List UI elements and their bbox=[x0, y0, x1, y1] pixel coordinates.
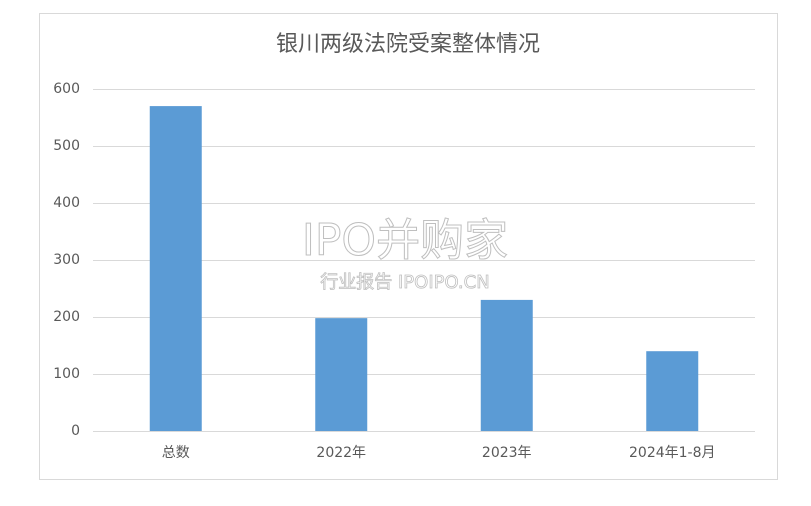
x-tick-label: 总数 bbox=[162, 445, 190, 461]
bar bbox=[149, 106, 202, 431]
x-tick-label: 2024年1-8月 bbox=[629, 445, 716, 461]
bar bbox=[646, 351, 699, 431]
watermark-brand: IPO并购家 bbox=[302, 215, 508, 266]
x-tick-label: 2022年 bbox=[316, 445, 366, 461]
y-tick-label: 500 bbox=[53, 138, 80, 154]
y-tick-label: 300 bbox=[53, 252, 80, 268]
bar bbox=[480, 299, 533, 431]
y-tick-label: 0 bbox=[71, 423, 80, 439]
y-tick-label: 200 bbox=[53, 309, 80, 325]
chart-title: 银川两级法院受案整体情况 bbox=[276, 32, 540, 57]
watermark-caption: 行业报告 IPOIPO.CN bbox=[320, 272, 489, 293]
y-tick-label: 100 bbox=[53, 366, 80, 382]
x-tick-label: 2023年 bbox=[482, 445, 532, 461]
y-tick-label: 600 bbox=[53, 81, 80, 97]
y-tick-label: 400 bbox=[53, 195, 80, 211]
bar bbox=[315, 318, 368, 431]
